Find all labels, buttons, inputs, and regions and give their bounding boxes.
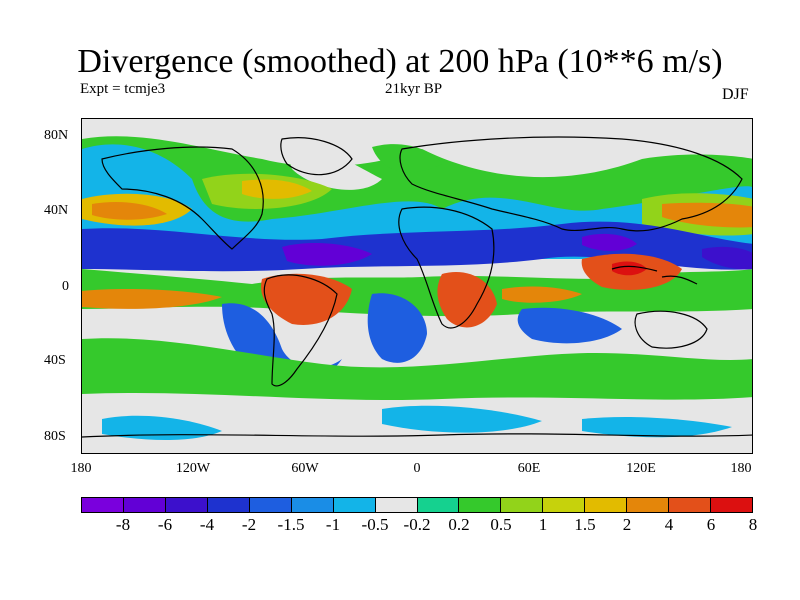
colorbar-label: -8 bbox=[115, 515, 131, 534]
coastline-africa bbox=[398, 206, 495, 329]
season-label: DJF bbox=[722, 86, 749, 103]
period-label: 21kyr BP bbox=[385, 81, 443, 97]
coastlines bbox=[82, 136, 752, 438]
colorbar-label: 4 bbox=[664, 515, 674, 534]
coastline-north-america bbox=[101, 146, 264, 250]
x-tick-label: 180 bbox=[730, 461, 752, 476]
colorbar-label: -6 bbox=[157, 515, 173, 534]
y-tick-label: 40N bbox=[44, 203, 69, 218]
coastline-eurasia bbox=[399, 136, 743, 232]
field-region bbox=[82, 289, 222, 309]
field-region bbox=[82, 269, 752, 317]
colorbar-swatch bbox=[249, 498, 292, 512]
colorbar-label: -4 bbox=[199, 515, 215, 534]
field-region bbox=[282, 139, 382, 190]
field-region bbox=[82, 338, 752, 409]
colorbar-label: 0.5 bbox=[490, 515, 512, 534]
field-region bbox=[282, 243, 372, 266]
divergence-map bbox=[81, 118, 753, 454]
coastline-antarctica bbox=[82, 433, 752, 438]
x-tick-label: 180 bbox=[70, 461, 92, 476]
field-region bbox=[462, 127, 642, 166]
field-region bbox=[367, 293, 427, 363]
field-region bbox=[92, 202, 167, 220]
y-tick-label: 80S bbox=[44, 429, 66, 444]
colorbar-label: 8 bbox=[748, 515, 758, 534]
colorbar-swatch bbox=[627, 498, 670, 512]
colorbar-swatch bbox=[82, 498, 124, 512]
field-region bbox=[261, 273, 352, 325]
colorbar-swatch bbox=[333, 498, 376, 512]
y-tick-label: 0 bbox=[62, 279, 69, 294]
divergence-field bbox=[82, 127, 752, 453]
field-region bbox=[82, 221, 752, 272]
field-region bbox=[582, 233, 637, 251]
map-canvas bbox=[82, 119, 752, 453]
x-tick-label: 120W bbox=[175, 461, 211, 476]
colorbar-label: -1.5 bbox=[277, 515, 305, 534]
colorbar-swatch bbox=[207, 498, 250, 512]
coastline-south-america bbox=[263, 274, 338, 387]
colorbar-swatch bbox=[669, 498, 712, 512]
coastline-greenland bbox=[280, 137, 353, 176]
colorbar-label: 6 bbox=[706, 515, 716, 534]
colorbar bbox=[81, 497, 753, 513]
x-tick-label: 120E bbox=[626, 461, 656, 476]
colorbar-swatch bbox=[711, 498, 752, 512]
colorbar-label: 1 bbox=[538, 515, 548, 534]
colorbar-swatch bbox=[165, 498, 208, 512]
colorbar-swatch bbox=[375, 498, 418, 512]
plot-title: Divergence (smoothed) at 200 hPa (10**6 … bbox=[77, 43, 723, 80]
colorbar-label: -0.5 bbox=[361, 515, 389, 534]
x-tick-label: 0 bbox=[413, 461, 421, 476]
colorbar-swatch bbox=[417, 498, 460, 512]
colorbar-swatch bbox=[291, 498, 334, 512]
y-tick-label: 80N bbox=[44, 128, 69, 143]
colorbar-swatch bbox=[123, 498, 166, 512]
field-region bbox=[372, 144, 442, 173]
colorbar-label: 2 bbox=[622, 515, 632, 534]
experiment-label: Expt = tcmje3 bbox=[80, 81, 166, 97]
field-region bbox=[242, 179, 312, 199]
field-region bbox=[702, 246, 752, 270]
colorbar-label: -1 bbox=[325, 515, 341, 534]
x-tick-label: 60W bbox=[291, 461, 319, 476]
field-region bbox=[582, 416, 732, 438]
colorbar-label: -0.2 bbox=[403, 515, 431, 534]
colorbar-swatch bbox=[585, 498, 628, 512]
colorbar-label: 1.5 bbox=[574, 515, 596, 534]
field-region bbox=[662, 202, 752, 228]
colorbar-label: -2 bbox=[241, 515, 257, 534]
coastline-indonesia bbox=[611, 265, 698, 285]
colorbar-swatch bbox=[459, 498, 502, 512]
x-tick-label: 60E bbox=[517, 461, 541, 476]
y-tick-label: 40S bbox=[44, 353, 66, 368]
field-region bbox=[437, 272, 497, 328]
field-region bbox=[102, 415, 222, 440]
field-region bbox=[502, 286, 582, 303]
field-region bbox=[517, 307, 622, 344]
colorbar-label: 0.2 bbox=[448, 515, 470, 534]
field-region bbox=[382, 405, 542, 433]
coastline-australia bbox=[634, 310, 708, 349]
colorbar-swatch bbox=[543, 498, 586, 512]
colorbar-swatch bbox=[501, 498, 544, 512]
field-region bbox=[612, 261, 647, 276]
